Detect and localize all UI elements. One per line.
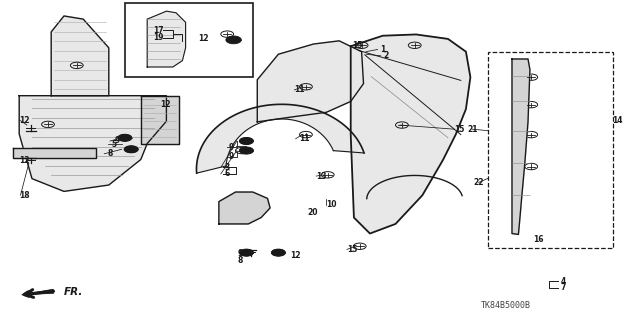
Bar	[125, 3, 253, 77]
Text: 9: 9	[237, 249, 243, 258]
Text: 5: 5	[111, 140, 116, 149]
Circle shape	[118, 134, 132, 141]
Circle shape	[271, 249, 285, 256]
Polygon shape	[219, 192, 270, 224]
Text: 14: 14	[612, 116, 623, 125]
Text: 13: 13	[316, 172, 326, 181]
Bar	[488, 52, 613, 248]
Text: 16: 16	[534, 235, 544, 244]
Text: 3: 3	[225, 163, 230, 172]
Text: 15: 15	[454, 125, 465, 134]
Text: 17: 17	[154, 26, 164, 35]
Text: 18: 18	[19, 191, 29, 200]
Text: 12: 12	[160, 100, 170, 109]
Text: 7: 7	[561, 283, 566, 292]
Text: 21: 21	[467, 125, 477, 134]
Text: 10: 10	[326, 200, 337, 209]
Text: 4: 4	[561, 277, 566, 286]
Circle shape	[239, 147, 253, 154]
Polygon shape	[512, 59, 530, 234]
Text: 8: 8	[108, 149, 113, 158]
Text: 6: 6	[225, 169, 230, 178]
Text: 12: 12	[291, 251, 301, 260]
Text: 11: 11	[299, 134, 309, 143]
Circle shape	[239, 137, 253, 145]
Text: 9: 9	[229, 143, 234, 152]
Text: 19: 19	[154, 33, 164, 42]
Circle shape	[226, 36, 241, 44]
Text: 12: 12	[19, 116, 29, 125]
Text: 8: 8	[237, 256, 243, 265]
Text: 2: 2	[383, 51, 388, 60]
Polygon shape	[51, 16, 109, 96]
Polygon shape	[351, 34, 470, 234]
Text: 22: 22	[474, 178, 484, 187]
Text: FR.: FR.	[64, 287, 83, 297]
Polygon shape	[19, 96, 166, 191]
Text: 1: 1	[380, 45, 385, 54]
Text: 12: 12	[198, 34, 209, 43]
Circle shape	[124, 146, 138, 153]
Text: 9: 9	[229, 152, 234, 161]
Text: 15: 15	[352, 41, 362, 50]
Text: 12: 12	[19, 156, 29, 165]
Text: TK84B5000B: TK84B5000B	[481, 301, 531, 310]
Polygon shape	[147, 11, 186, 67]
Text: 11: 11	[294, 85, 305, 94]
Text: 9: 9	[115, 137, 120, 145]
Polygon shape	[13, 148, 96, 158]
Polygon shape	[196, 104, 364, 173]
Text: 20: 20	[307, 208, 317, 217]
Polygon shape	[257, 41, 364, 122]
Polygon shape	[141, 96, 179, 144]
Text: 15: 15	[347, 245, 357, 254]
Circle shape	[239, 249, 253, 256]
